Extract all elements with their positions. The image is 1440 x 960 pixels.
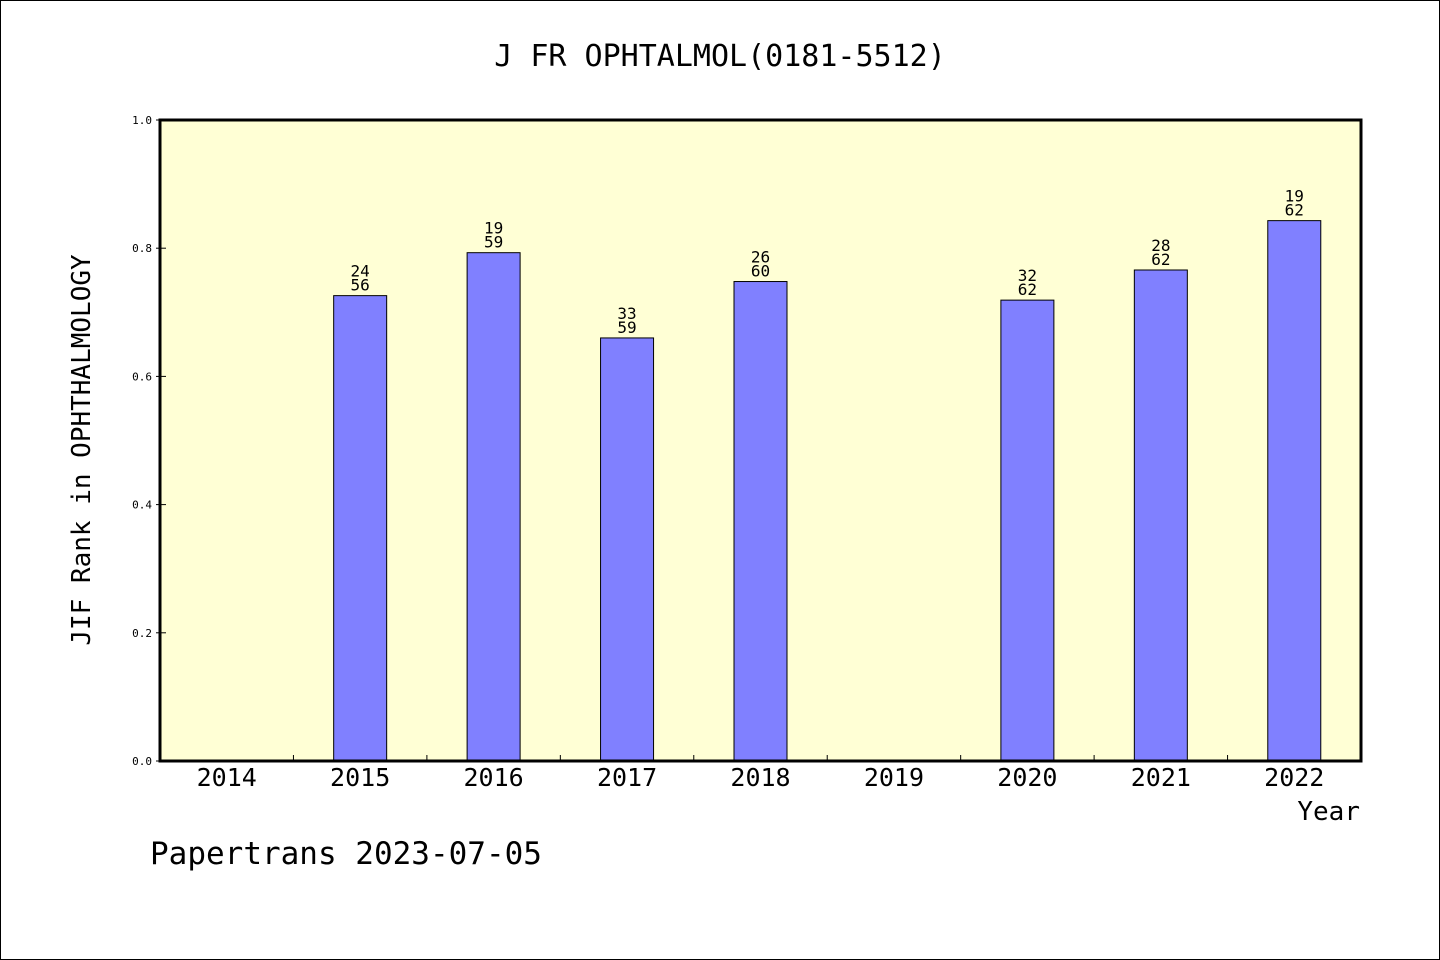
y-tick-label: 1.0 <box>132 114 152 127</box>
data-label-rank-2022: 19 <box>1285 187 1304 206</box>
footer-watermark: Papertrans 2023-07-05 <box>150 836 542 872</box>
y-tick-label: 0.8 <box>132 242 152 255</box>
x-tick-label: 2021 <box>1131 763 1191 792</box>
y-tick-label: 0.4 <box>132 499 152 512</box>
bar-2017 <box>600 337 655 762</box>
y-axis-label: JIF Rank in OPHTHALMOLOGY <box>67 254 97 646</box>
data-label-total-2015: 56 <box>351 276 370 295</box>
y-tick-label: 0.6 <box>132 370 152 383</box>
plot-border <box>158 118 1363 763</box>
y-tick-label: 0.2 <box>132 627 152 640</box>
bar-2022 <box>1267 220 1322 762</box>
bar-2018 <box>733 281 788 762</box>
data-label-total-2017: 59 <box>617 318 636 337</box>
bar-2015 <box>333 295 388 762</box>
data-label-total-2018: 60 <box>751 262 770 281</box>
x-axis-ticks: 2014 2015 2016 2017 2018 2019 2020 2021 2022 <box>197 755 1324 792</box>
data-label-total-2022: 62 <box>1285 201 1304 220</box>
data-label-rank-2018: 26 <box>751 248 770 267</box>
data-label-rank-2015: 24 <box>351 262 370 281</box>
chart-title: J FR OPHTALMOL(0181-5512) <box>494 39 946 74</box>
data-label-total-2021: 62 <box>1151 250 1170 269</box>
x-tick-label: 2020 <box>997 763 1057 792</box>
data-label-rank-2017: 33 <box>617 304 636 323</box>
bar-2020 <box>1000 299 1055 762</box>
bar-2021 <box>1133 269 1188 762</box>
x-tick-label: 2014 <box>197 763 257 792</box>
data-label-rank-2016: 19 <box>484 219 503 238</box>
data-label-rank-2020: 32 <box>1018 266 1037 285</box>
data-label-total-2020: 62 <box>1018 280 1037 299</box>
x-tick-label: 2019 <box>864 763 924 792</box>
data-label-total-2016: 59 <box>484 233 503 252</box>
bars-group <box>333 220 1322 762</box>
x-axis-label: Year <box>1297 797 1360 827</box>
bar-2016 <box>466 252 521 762</box>
x-tick-label: 2015 <box>330 763 390 792</box>
x-tick-label: 2017 <box>597 763 657 792</box>
x-tick-label: 2016 <box>464 763 524 792</box>
y-tick-label: 0.0 <box>132 755 152 768</box>
x-tick-label: 2018 <box>730 763 790 792</box>
y-axis-ticks: 0.0 0.2 0.4 0.6 0.8 1.0 <box>132 114 166 768</box>
data-label-rank-2021: 28 <box>1151 236 1170 255</box>
x-tick-label: 2022 <box>1264 763 1324 792</box>
